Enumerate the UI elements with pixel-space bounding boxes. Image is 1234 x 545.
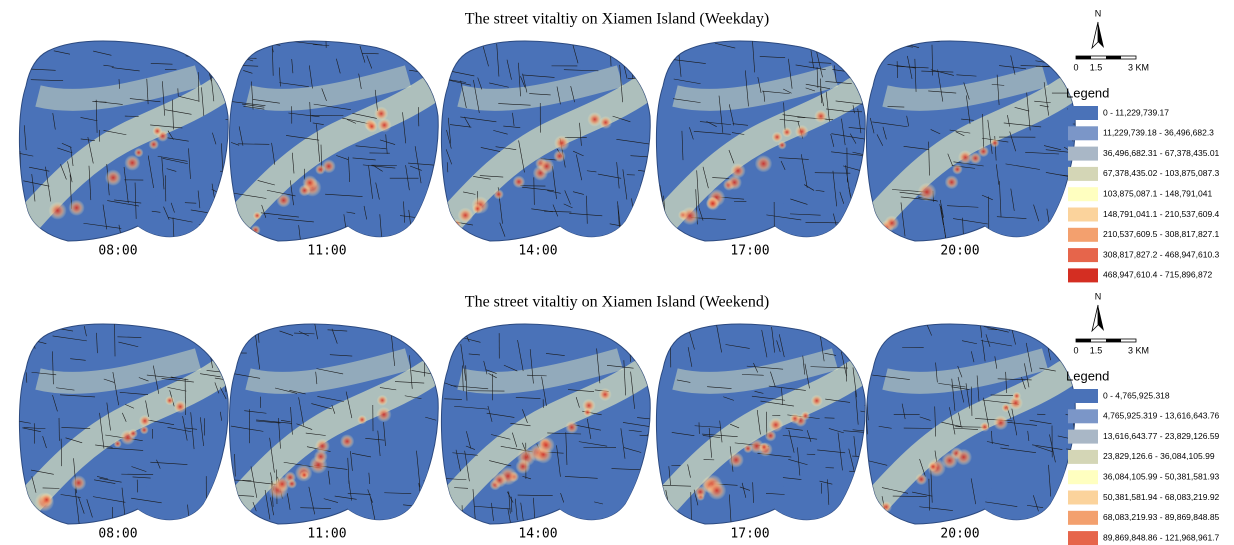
legend-swatch <box>1068 106 1098 120</box>
legend-title: Legend <box>1066 368 1109 383</box>
north-arrow <box>1098 22 1104 48</box>
time-label: 08:00 <box>98 527 137 542</box>
island-map <box>865 319 1093 539</box>
legend-swatch <box>1068 228 1098 242</box>
time-label: 17:00 <box>730 527 769 542</box>
legend-swatch <box>1068 187 1098 201</box>
legend-swatch <box>1068 167 1098 181</box>
island-map <box>655 322 895 539</box>
scale-bar <box>1106 56 1121 59</box>
legend-swatch <box>1068 147 1098 161</box>
legend-label: 210,537,609.5 - 308,817,827.1 <box>1103 229 1220 239</box>
time-label: 11:00 <box>307 527 346 542</box>
legend-label: 148,791,041.1 - 210,537,609.4 <box>1103 209 1220 219</box>
legend-label: 4,765,925.319 - 13,616,643.76 <box>1103 411 1220 421</box>
legend-label: 23,829,126.6 - 36,084,105.99 <box>1103 451 1215 461</box>
scale-label: 0 <box>1073 345 1078 355</box>
legend-swatch <box>1068 491 1098 505</box>
scale-label: 1.5 <box>1090 62 1103 72</box>
legend-label: 13,616,643.77 - 23,829,126.59 <box>1103 431 1220 441</box>
legend-title: Legend <box>1066 85 1109 100</box>
time-label: 17:00 <box>730 244 769 259</box>
island-map <box>656 37 881 256</box>
island-map <box>18 36 248 256</box>
legend-swatch <box>1068 268 1098 282</box>
scale-bar <box>1076 56 1091 59</box>
legend-swatch <box>1068 450 1098 464</box>
north-arrow <box>1098 305 1104 331</box>
scale-label: 3 KM <box>1128 345 1149 355</box>
legend-label: 0 - 11,229,739.17 <box>1103 107 1169 117</box>
time-label: 11:00 <box>307 244 346 259</box>
legend-label: 308,817,827.2 - 468,947,610.3 <box>1103 249 1220 259</box>
time-label: 08:00 <box>98 244 137 259</box>
island-map <box>19 320 258 539</box>
legend-label: 468,947,610.4 - 715,896,872 <box>1103 270 1212 280</box>
legend-label: 50,381,581.94 - 68,083,219.92 <box>1103 492 1220 502</box>
legend-swatch <box>1068 126 1098 140</box>
time-label: 14:00 <box>518 527 557 542</box>
legend-swatch <box>1068 208 1098 222</box>
north-arrow <box>1092 22 1098 48</box>
island-map <box>441 319 682 539</box>
figure: The street vitaltiy on Xiamen Island (We… <box>0 0 1234 545</box>
scale-bar <box>1106 339 1121 342</box>
legend-label: 67,378,435.02 - 103,875,087.3 <box>1103 168 1220 178</box>
time-label: 20:00 <box>940 527 979 542</box>
legend-label: 89,869,848.86 - 121,968,961.7 <box>1103 532 1220 542</box>
legend-swatch <box>1068 511 1098 525</box>
north-label: N <box>1095 8 1102 18</box>
legend-label: 36,496,682.31 - 67,378,435.01 <box>1103 148 1220 158</box>
scale-label: 0 <box>1073 62 1078 72</box>
legend-label: 11,229,739.18 - 36,496,682.3 <box>1103 128 1214 138</box>
scale-bar <box>1076 339 1091 342</box>
time-label: 20:00 <box>940 244 979 259</box>
island-map <box>228 321 457 539</box>
legend-swatch <box>1068 470 1098 484</box>
legend-label: 68,083,219.93 - 89,869,848.85 <box>1103 512 1220 522</box>
panel-title: The street vitaltiy on Xiamen Island (We… <box>465 294 769 311</box>
island-map <box>229 36 464 256</box>
time-label: 14:00 <box>518 244 557 259</box>
legend-swatch <box>1068 409 1098 423</box>
legend-swatch <box>1068 248 1098 262</box>
legend-label: 36,084,105.99 - 50,381,581.93 <box>1103 471 1220 481</box>
north-label: N <box>1095 291 1102 301</box>
scale-label: 1.5 <box>1090 345 1103 355</box>
panel-title: The street vitaltiy on Xiamen Island (We… <box>465 11 769 28</box>
north-arrow <box>1092 305 1098 331</box>
island-map <box>866 37 1098 256</box>
legend-swatch <box>1068 389 1098 403</box>
island-map <box>441 36 674 256</box>
legend-label: 103,875,087.1 - 148,791,041 <box>1103 188 1212 198</box>
legend-swatch <box>1068 430 1098 444</box>
legend-label: 0 - 4,765,925.318 <box>1103 390 1170 400</box>
legend-swatch <box>1068 531 1098 545</box>
scale-label: 3 KM <box>1128 62 1149 72</box>
